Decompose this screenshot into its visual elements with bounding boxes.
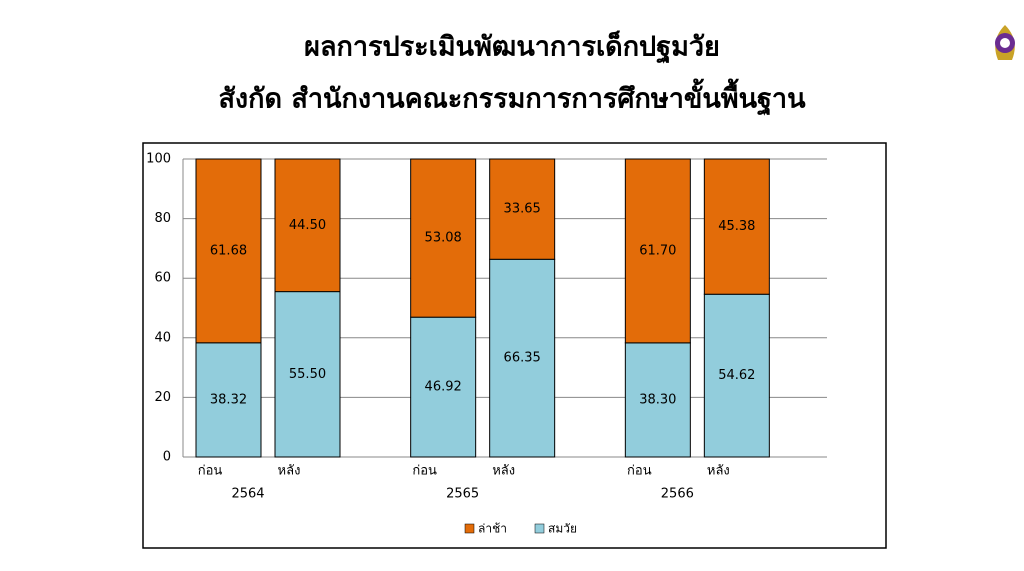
chart-title: ผลการประเมินพัฒนาการเด็กปฐมวัย [304, 29, 720, 65]
value-label: 46.92 [425, 380, 462, 395]
value-label: 45.38 [718, 219, 755, 234]
bar-segment [703, 293, 770, 458]
value-label: 61.70 [639, 243, 676, 258]
x-tick-label: ก่อน [198, 464, 223, 479]
x-tick-label: หลัง [707, 464, 730, 479]
value-label: 44.50 [289, 218, 326, 233]
group-label: 2564 [231, 487, 264, 502]
legend-swatch [534, 523, 545, 534]
bar-segment [624, 158, 691, 344]
bar-segment [410, 316, 477, 458]
legend-label: สมวัย [548, 522, 577, 536]
value-label: 38.32 [210, 392, 247, 407]
bar-segment [624, 342, 691, 458]
group-label: 2566 [661, 487, 694, 502]
chart-subtitle: สังกัด สำนักงานคณะกรรมการการศึกษาขั้นพื้… [218, 78, 806, 117]
y-tick-label: 60 [154, 271, 171, 286]
value-label: 66.35 [504, 351, 541, 366]
value-label: 53.08 [425, 231, 462, 246]
bar-segment [489, 258, 556, 458]
chart-frame [142, 142, 887, 549]
legend-label: ล่าช้า [478, 522, 507, 536]
value-label: 55.50 [289, 367, 326, 382]
legend-swatch [464, 523, 475, 534]
logo [995, 25, 1015, 60]
value-label: 33.65 [504, 202, 541, 217]
y-tick-label: 20 [154, 390, 171, 405]
y-tick-label: 100 [146, 152, 171, 167]
y-tick-label: 0 [163, 450, 171, 465]
group-label: 2565 [446, 487, 479, 502]
bar-segment [195, 158, 262, 344]
bar-segment [703, 158, 770, 295]
bar-segment [274, 291, 341, 458]
y-tick-label: 80 [154, 211, 171, 226]
value-label: 38.30 [639, 392, 676, 407]
value-label: 61.68 [210, 243, 247, 258]
bar-segment [410, 158, 477, 318]
x-tick-label: หลัง [492, 464, 515, 479]
value-label: 54.62 [718, 368, 755, 383]
y-tick-label: 40 [154, 330, 171, 345]
x-tick-label: ก่อน [627, 464, 652, 479]
bar-segment [489, 158, 556, 260]
x-tick-label: หลัง [278, 464, 301, 479]
x-tick-label: ก่อน [412, 464, 437, 479]
bar-segment [274, 158, 341, 293]
